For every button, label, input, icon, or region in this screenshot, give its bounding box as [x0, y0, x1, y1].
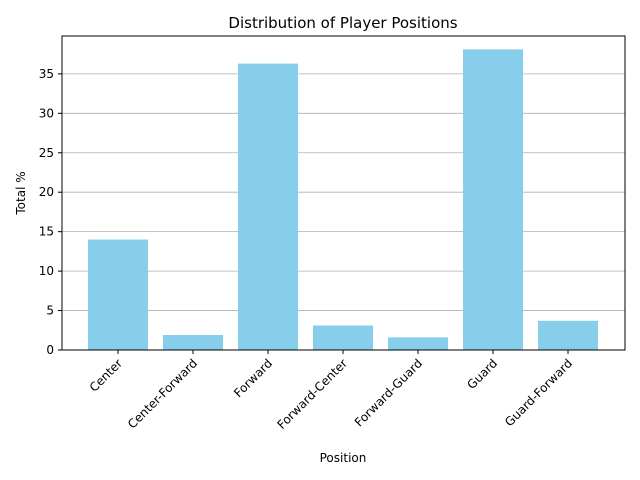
y-axis-label: Total %: [14, 171, 28, 215]
x-tick-label: Forward-Center: [274, 356, 350, 432]
x-tick-label: Center-Forward: [125, 356, 200, 431]
bar-center: [88, 239, 148, 350]
x-tick-label: Forward-Guard: [352, 356, 425, 429]
x-tick-label: Guard-Forward: [502, 356, 575, 429]
chart-title: Distribution of Player Positions: [228, 14, 457, 32]
y-tick-label: 30: [39, 106, 54, 120]
y-tick-label: 20: [39, 185, 54, 199]
y-tick-label: 25: [39, 146, 54, 160]
bar-guard: [463, 49, 523, 351]
bar-guard-forward: [538, 320, 598, 350]
bars: [88, 49, 598, 351]
bar-center-forward: [163, 335, 223, 350]
x-axis-ticks: Center Center-Forward Forward Forward-Cente…: [87, 350, 575, 432]
bar-forward-center: [313, 325, 373, 350]
x-tick-label: Guard: [464, 356, 500, 392]
x-axis-label: Position: [320, 451, 367, 465]
grid-lines: [62, 73, 625, 351]
y-tick-label: 0: [46, 343, 54, 357]
y-tick-label: 5: [46, 304, 54, 318]
bar-forward: [238, 63, 298, 350]
y-tick-label: 15: [39, 225, 54, 239]
x-tick-label: Center: [87, 356, 126, 395]
y-axis-ticks: 0 5 10 15 20 25 30 35: [39, 67, 62, 357]
y-tick-label: 35: [39, 67, 54, 81]
bar-forward-guard: [388, 337, 448, 350]
x-tick-label: Forward: [231, 356, 275, 400]
y-tick-label: 10: [39, 264, 54, 278]
